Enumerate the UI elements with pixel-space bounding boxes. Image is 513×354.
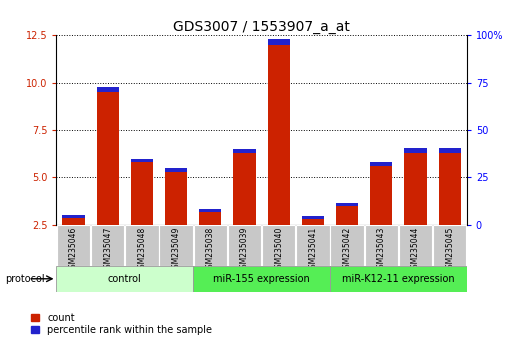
Bar	[296, 225, 330, 266]
Text: GSM235039: GSM235039	[240, 227, 249, 273]
Bar	[370, 166, 392, 225]
Text: control: control	[108, 274, 142, 284]
Bar	[63, 218, 85, 225]
Text: GSM235040: GSM235040	[274, 227, 283, 273]
Text: GSM235045: GSM235045	[445, 227, 454, 273]
Title: GDS3007 / 1553907_a_at: GDS3007 / 1553907_a_at	[173, 21, 350, 34]
Text: GSM235043: GSM235043	[377, 227, 386, 273]
Bar	[365, 225, 398, 266]
Bar	[404, 148, 427, 153]
Text: GSM235038: GSM235038	[206, 227, 215, 273]
Bar	[439, 148, 461, 153]
Bar	[336, 206, 358, 225]
Bar	[165, 172, 187, 225]
Bar	[131, 159, 153, 162]
Bar	[268, 39, 290, 45]
Text: miR-155 expression: miR-155 expression	[213, 274, 310, 284]
Bar	[370, 162, 392, 166]
Text: GSM235047: GSM235047	[103, 227, 112, 273]
Text: GSM235041: GSM235041	[308, 227, 318, 273]
Bar	[330, 266, 467, 292]
Bar	[302, 219, 324, 225]
Bar	[56, 266, 193, 292]
Bar	[57, 225, 90, 266]
Bar	[125, 225, 159, 266]
Bar	[193, 225, 227, 266]
Bar	[404, 153, 427, 225]
Bar	[268, 45, 290, 225]
Bar	[336, 203, 358, 206]
Text: GSM235048: GSM235048	[137, 227, 146, 273]
Bar	[96, 92, 119, 225]
Text: GSM235049: GSM235049	[172, 227, 181, 273]
Bar	[165, 168, 187, 172]
Bar	[131, 162, 153, 225]
Bar	[193, 266, 330, 292]
Text: protocol: protocol	[5, 274, 45, 284]
Text: GSM235044: GSM235044	[411, 227, 420, 273]
Bar	[399, 225, 432, 266]
Text: GSM235042: GSM235042	[343, 227, 351, 273]
Bar	[63, 215, 85, 218]
Bar	[262, 225, 295, 266]
Bar	[96, 87, 119, 92]
Text: miR-K12-11 expression: miR-K12-11 expression	[342, 274, 455, 284]
Bar	[199, 209, 222, 212]
Text: GSM235046: GSM235046	[69, 227, 78, 273]
Bar	[330, 225, 364, 266]
Bar	[233, 149, 255, 153]
Legend: count, percentile rank within the sample: count, percentile rank within the sample	[30, 313, 212, 335]
Bar	[160, 225, 193, 266]
Bar	[228, 225, 261, 266]
Bar	[439, 153, 461, 225]
Bar	[199, 212, 222, 225]
Bar	[302, 216, 324, 219]
Bar	[91, 225, 125, 266]
Bar	[233, 153, 255, 225]
Bar	[433, 225, 466, 266]
